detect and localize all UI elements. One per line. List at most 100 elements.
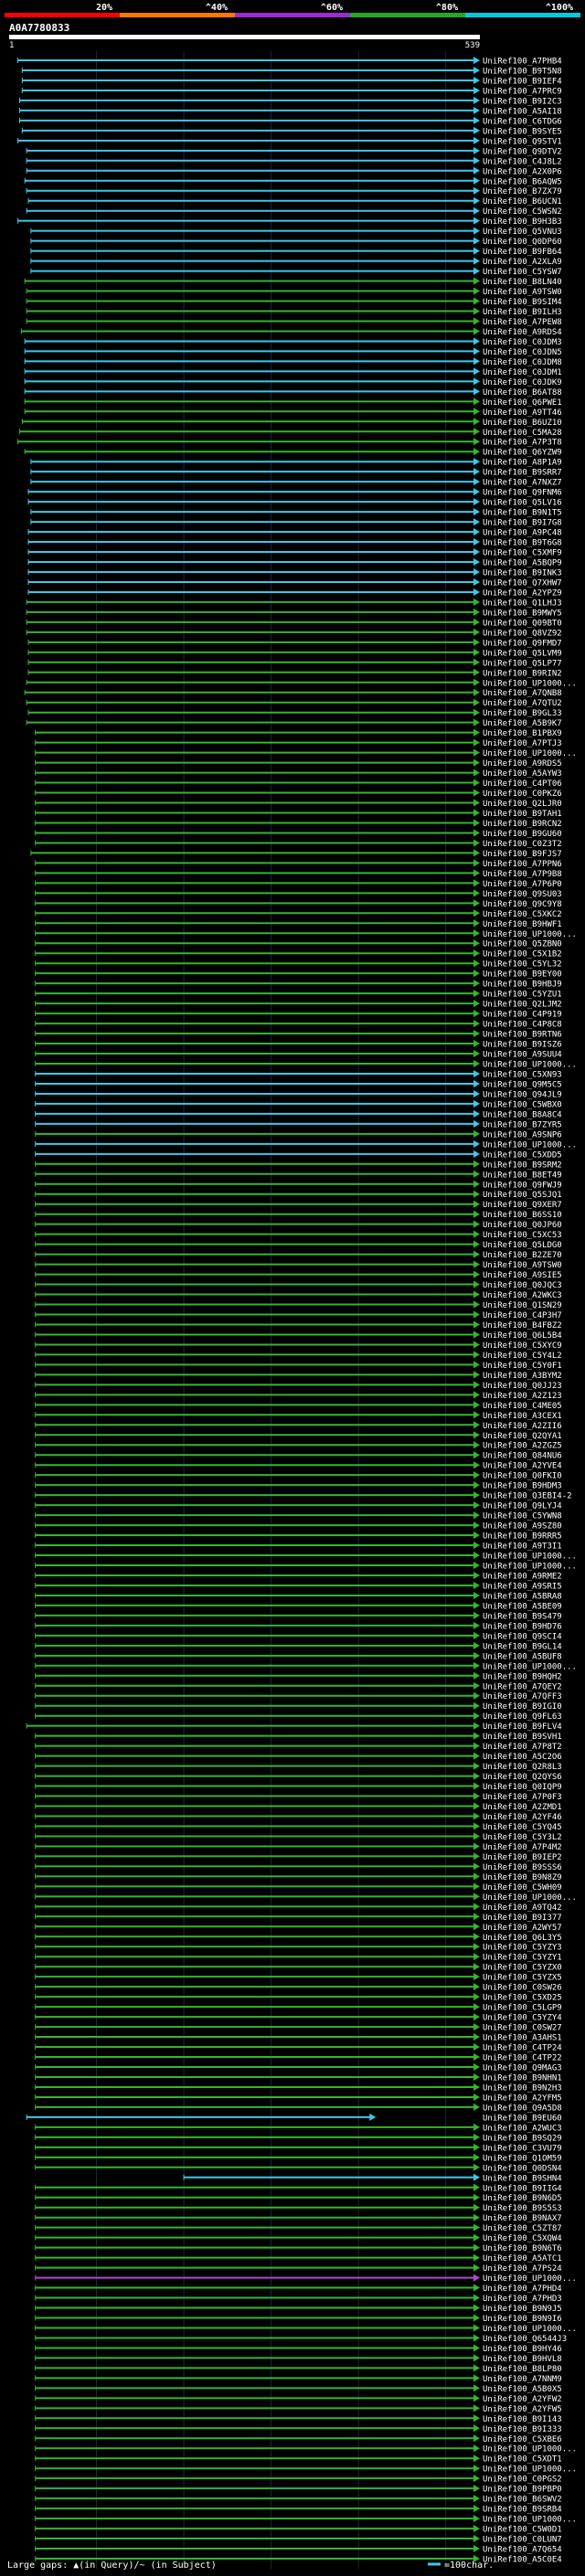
hit-arrow [473, 2123, 480, 2131]
hit-arrow [473, 2173, 480, 2181]
hit-rows: UniRef100_A7PHB4UniRef100_B9T5N8UniRef10… [17, 57, 577, 2565]
hit-label: UniRef100_C5WH09 [483, 1883, 562, 1892]
hit-arrow [473, 1963, 480, 1971]
hit-arrow [473, 1691, 480, 1700]
hit-label: UniRef100_C5ZT87 [483, 2224, 562, 2233]
hit-label: UniRef100_C5XBE6 [483, 2435, 562, 2444]
hit-label: UniRef100_B9N6D5 [483, 2194, 562, 2203]
hit-arrow [473, 2314, 480, 2322]
hit-arrow [473, 2505, 480, 2513]
hit-arrow [369, 2113, 377, 2121]
hit-arrow [473, 2434, 480, 2443]
hit-label: UniRef100_C5Y0F1 [483, 1362, 562, 1371]
hit-arrow [473, 2263, 480, 2272]
hit-label: UniRef100_A7PHD4 [483, 2284, 562, 2294]
hit-label: UniRef100_A7PHD3 [483, 2295, 562, 2304]
hit-label: UniRef100_B9SRB4 [483, 2506, 562, 2515]
hit-arrow [473, 2143, 480, 2151]
hit-label: UniRef100_B9NHN1 [483, 2073, 562, 2083]
hit-arrow [473, 217, 480, 225]
scale-label: ^40% [206, 3, 228, 13]
hit-arrow [473, 398, 480, 406]
hit-label: UniRef100_C5YZY1 [483, 1954, 562, 1963]
hit-arrow [473, 909, 480, 917]
hit-label: UniRef100_A9TT46 [483, 408, 562, 418]
hit-label: UniRef100_A9SZ80 [483, 1522, 562, 1532]
hit-label: UniRef100_B9EU60 [483, 2114, 562, 2123]
hit-label: UniRef100_Q9MAG3 [483, 2064, 562, 2073]
hit-arrow [473, 528, 480, 536]
hit-arrow [473, 1361, 480, 1369]
hit-arrow [473, 1391, 480, 1399]
hit-label: UniRef100_B6UCN1 [483, 197, 562, 207]
score-bar-segment [465, 13, 580, 17]
hit-arrow [473, 1010, 480, 1018]
hit-arrow [473, 1681, 480, 1690]
hit-arrow [473, 1581, 480, 1589]
hit-label: UniRef100_Q5VNU3 [483, 228, 562, 237]
hit-label: UniRef100_B9I377 [483, 1913, 562, 1923]
hit-label: UniRef100_Q9FNM6 [483, 489, 562, 498]
hit-arrow [473, 1210, 480, 1218]
hit-arrow [473, 2525, 480, 2533]
hit-arrow [473, 668, 480, 676]
hit-arrow [473, 1782, 480, 1790]
hit-arrow [473, 1129, 480, 1138]
hit-arrow [473, 1611, 480, 1619]
hit-arrow [473, 2083, 480, 2091]
hit-arrow [473, 227, 480, 235]
hit-arrow [473, 1651, 480, 1659]
hit-label: UniRef100_UP1000... [483, 2445, 577, 2454]
hit-label: UniRef100_C3VU79 [483, 2144, 562, 2153]
hit-label: UniRef100_B9N2H3 [483, 2083, 562, 2093]
hit-label: UniRef100_Q5SJQ1 [483, 1191, 562, 1200]
hit-arrow [473, 2545, 480, 2553]
hit-arrow [473, 1621, 480, 1629]
hit-label: UniRef100_Q3EBI4-2 [483, 1492, 572, 1501]
hit-arrow [473, 66, 480, 74]
hit-arrow [473, 126, 480, 134]
hit-label: UniRef100_B6AQW5 [483, 177, 562, 186]
hit-arrow [473, 1040, 480, 1048]
hit-label: UniRef100_A2XLA9 [483, 258, 562, 267]
hit-arrow [473, 247, 480, 255]
hit-arrow [473, 207, 480, 215]
hit-label: UniRef100_A2X0P6 [483, 167, 562, 176]
hit-label: UniRef100_A7Q654 [483, 2546, 562, 2555]
hit-arrow [473, 2424, 480, 2433]
hit-arrow [473, 819, 480, 827]
hit-arrow [473, 1069, 480, 1077]
hit-label: UniRef100_Q84NU6 [483, 1452, 562, 1461]
hit-label: UniRef100_B9SYE5 [483, 127, 562, 136]
hit-arrow [473, 1943, 480, 1951]
score-bar-segment [5, 13, 120, 17]
gap-legend: Large gaps: ▲(in Query)/~ (in Subject) [7, 2560, 217, 2571]
hit-arrow [473, 237, 480, 245]
hit-label: UniRef100_B6SWV2 [483, 2496, 562, 2505]
hit-label: UniRef100_B9N1T5 [483, 509, 562, 518]
hit-label: UniRef100_UP1000... [483, 1061, 577, 1070]
hit-label: UniRef100_A2ZGZ5 [483, 1442, 562, 1451]
hit-arrow [473, 478, 480, 486]
hit-arrow [473, 980, 480, 988]
hit-arrow [473, 186, 480, 195]
hit-label: UniRef100_C5Y4L2 [483, 1352, 562, 1361]
hit-arrow [473, 166, 480, 175]
hit-label: UniRef100_A2Z123 [483, 1392, 562, 1401]
hit-arrow [473, 1099, 480, 1108]
hit-arrow [473, 1170, 480, 1178]
hit-label: UniRef100_A7QNB8 [483, 689, 562, 698]
hit-label: UniRef100_A5C0E4 [483, 2556, 562, 2565]
hit-arrow [473, 1310, 480, 1319]
hit-arrow [473, 2183, 480, 2191]
hit-arrow [473, 899, 480, 907]
hit-arrow [473, 1421, 480, 1429]
hit-arrow [473, 2193, 480, 2201]
hit-label: UniRef100_A7PPN6 [483, 860, 562, 869]
hit-label: UniRef100_C0JDM3 [483, 338, 562, 347]
hit-label: UniRef100_B9SVH1 [483, 1733, 562, 1742]
hit-label: UniRef100_C5YZY3 [483, 1944, 562, 1953]
hit-label: UniRef100_B9GU60 [483, 830, 562, 839]
hit-label: UniRef100_A3AHS1 [483, 2034, 562, 2043]
hit-label: UniRef100_B9T5N8 [483, 67, 562, 76]
